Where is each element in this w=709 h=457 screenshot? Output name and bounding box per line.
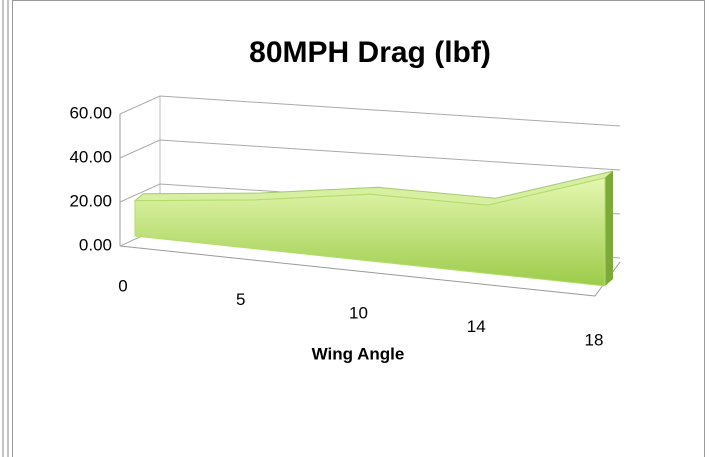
y-tick-label: 40.00 [69, 147, 112, 166]
y-tick-label: 0.00 [79, 235, 112, 254]
area [134, 177, 606, 287]
x-tick-label: 5 [236, 290, 245, 309]
area-side [605, 171, 613, 286]
x-axis-title: Wing Angle [312, 344, 405, 363]
grid-line [119, 95, 621, 127]
x-tick-label: 18 [585, 330, 604, 349]
y-tick-label: 20.00 [69, 191, 112, 210]
grid-line [119, 139, 621, 171]
chart-title: 80MPH Drag (lbf) [249, 36, 491, 69]
x-tick-label: 10 [349, 303, 368, 322]
y-tick-label: 60.00 [69, 103, 112, 122]
x-tick-label: 0 [118, 276, 127, 295]
x-tick-label: 14 [467, 317, 486, 336]
floor-edge [119, 245, 596, 297]
chart-border [12, 0, 705, 457]
